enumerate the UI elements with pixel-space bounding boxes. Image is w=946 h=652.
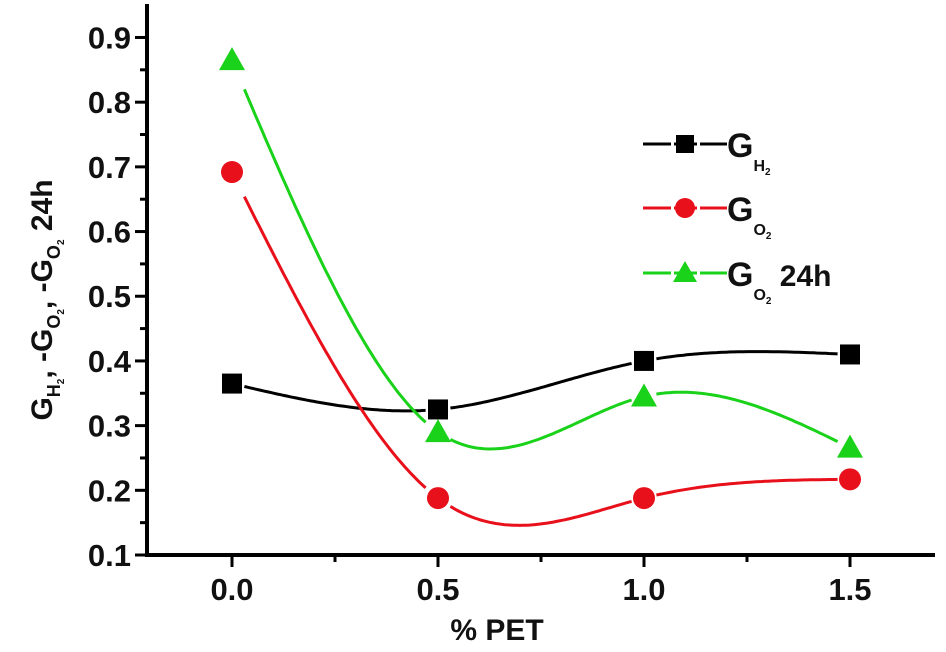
x-tick-label: 0.5 xyxy=(416,572,459,607)
x-tick-label: 1.0 xyxy=(622,572,665,607)
series-line-segment xyxy=(243,88,427,424)
square-marker xyxy=(676,135,694,153)
legend-gap xyxy=(671,270,674,276)
legend-gap xyxy=(671,205,674,211)
legend-gap xyxy=(671,141,674,147)
legend-gap xyxy=(697,205,700,211)
y-axis-label: GH2, -GO2, -GO2 24h xyxy=(26,179,67,420)
circle-marker xyxy=(675,198,695,218)
series-line-segment xyxy=(656,350,838,361)
circle-marker xyxy=(839,468,861,491)
y-tick-label: 0.6 xyxy=(88,215,131,250)
y-tick-label: 0.1 xyxy=(88,538,131,573)
y-tick-label: 0.2 xyxy=(88,473,131,508)
y-tick-label: 0.4 xyxy=(88,344,132,379)
svg-text:GH2: GH2 xyxy=(727,127,771,178)
svg-text:GO2: GO2 xyxy=(727,191,772,242)
series-line-segment xyxy=(243,196,427,489)
legend: GH2 GO2 GO2 24h xyxy=(643,127,832,307)
square-marker xyxy=(840,344,860,365)
square-marker xyxy=(634,350,654,371)
series-line-segment xyxy=(449,398,633,451)
x-tick-label: 0.0 xyxy=(210,572,253,607)
series-line-segment xyxy=(656,477,838,497)
series-curves xyxy=(243,88,839,527)
circle-marker xyxy=(427,487,449,510)
legend-gap xyxy=(697,141,700,147)
square-marker xyxy=(428,399,448,420)
y-tick-label: 0.3 xyxy=(88,409,131,444)
triangle-marker xyxy=(425,419,451,443)
series-line-segment xyxy=(450,361,632,410)
axes: 0.1 0.2 0.3 0.4 0.5 0.6 0.7 0.8 0.9 0.0 0.5 1.0 1.5 xyxy=(88,4,935,607)
y-tick-label: 0.5 xyxy=(88,279,131,314)
y-tick-label: 0.8 xyxy=(88,85,131,120)
y-tick-label: 0.7 xyxy=(88,150,131,185)
x-axis-label: % PET xyxy=(450,614,543,647)
circle-marker xyxy=(633,487,655,510)
triangle-marker xyxy=(673,261,697,282)
series-markers xyxy=(219,47,863,510)
y-tick-label: 0.9 xyxy=(88,20,131,55)
triangle-marker xyxy=(219,47,245,71)
legend-gap xyxy=(697,270,700,276)
triangle-marker xyxy=(837,434,863,458)
series-line-segment xyxy=(244,385,426,413)
svg-text:GO2 24h: GO2 24h xyxy=(727,256,832,307)
series-line-segment xyxy=(656,390,839,443)
legend-item-go2-24h: GO2 24h xyxy=(643,256,832,307)
legend-item-go2: GO2 xyxy=(643,191,772,242)
x-tick-label: 1.5 xyxy=(828,572,871,607)
series-line-segment xyxy=(449,499,632,527)
circle-marker xyxy=(221,161,243,184)
square-marker xyxy=(222,373,242,394)
triangle-marker xyxy=(631,383,657,407)
legend-item-gh2: GH2 xyxy=(643,127,771,178)
